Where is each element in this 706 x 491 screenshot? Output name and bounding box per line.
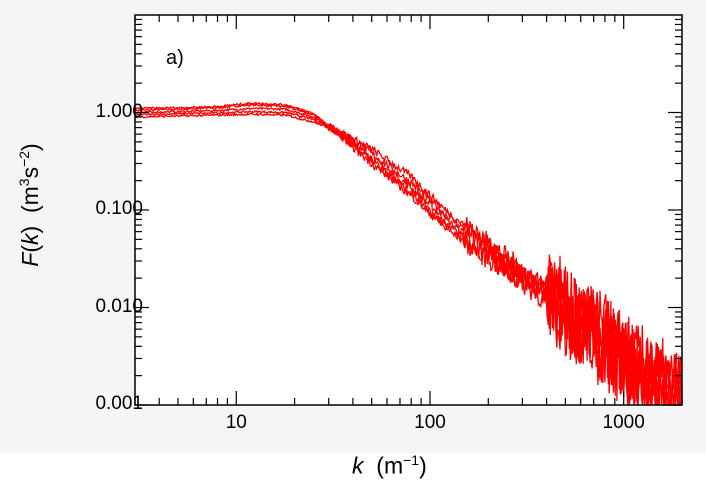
series-line-5 bbox=[134, 101, 683, 406]
x-tick-label: 1000 bbox=[602, 412, 645, 433]
x-tick-label: 10 bbox=[225, 412, 247, 433]
series-line-4 bbox=[134, 112, 683, 406]
y-axis-unit-s-exp: −2 bbox=[16, 150, 33, 167]
x-tick-label: 100 bbox=[414, 412, 446, 433]
x-axis-unit: m bbox=[383, 452, 404, 479]
x-axis-var: k bbox=[352, 452, 364, 479]
y-tick-label: 0.001 bbox=[95, 393, 143, 414]
y-tick-label: 0.100 bbox=[95, 198, 143, 219]
y-axis-label: F(k) (m3s−2) bbox=[16, 143, 43, 267]
y-tick-label: 1.000 bbox=[95, 100, 143, 122]
y-axis-var: F bbox=[16, 252, 43, 267]
y-tick-label: 0.010 bbox=[95, 295, 143, 317]
x-axis-label: k (m−1) bbox=[352, 452, 427, 479]
x-axis-unit-exp: −1 bbox=[403, 452, 420, 468]
y-axis-arg: k bbox=[16, 233, 43, 245]
panel-label: a) bbox=[166, 47, 184, 69]
y-axis-unit-m-exp: 3 bbox=[16, 178, 33, 187]
